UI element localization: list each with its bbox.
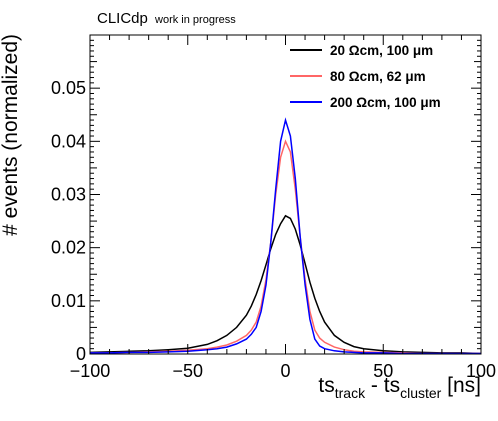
y-tick-label: 0.03 [51,185,86,205]
series-line-1 [90,139,481,355]
x-tick-label: −100 [70,361,111,381]
x-tick-label: 100 [466,361,496,381]
x-axis-title-base1: ts [318,374,334,397]
series-line-0 [89,214,482,355]
x-axis-title-sub2: cluster [400,385,442,401]
y-tick-label: 0.05 [51,78,86,98]
series-layer [89,117,482,355]
x-tick-label: 0 [280,361,290,381]
legend: 20 Ωcm, 100 μm 80 Ωcm, 62 μm 200 Ωcm, 10… [290,43,441,110]
y-axis-title: # events (normalized) [0,34,22,236]
legend-label-1: 80 Ωcm, 62 μm [330,69,426,84]
ticks-layer: −100 −50 0 50 100 0 0.01 0.02 0.03 0.04 0.05 [51,34,496,381]
series-line-2 [90,117,481,355]
y-tick-label: 0 [76,344,86,364]
x-axis-title: tstrack - tscluster [ns] [318,374,481,401]
y-tick-label: 0.01 [51,291,86,311]
x-axis-title-sub1: track [335,385,366,401]
x-tick-label: −50 [172,361,203,381]
y-tick-label: 0.04 [51,131,86,151]
experiment-label: CLICdp [97,10,148,27]
x-axis-title-unit: [ns] [441,374,481,397]
legend-label-0: 20 Ωcm, 100 μm [330,43,433,58]
chart-header: CLICdp work in progress [97,10,236,27]
x-axis-title-mid: - ts [365,374,400,397]
y-tick-label: 0.02 [51,238,86,258]
legend-label-2: 200 Ωcm, 100 μm [330,95,441,110]
status-label: work in progress [154,14,236,26]
x-tick-label: 50 [373,361,393,381]
